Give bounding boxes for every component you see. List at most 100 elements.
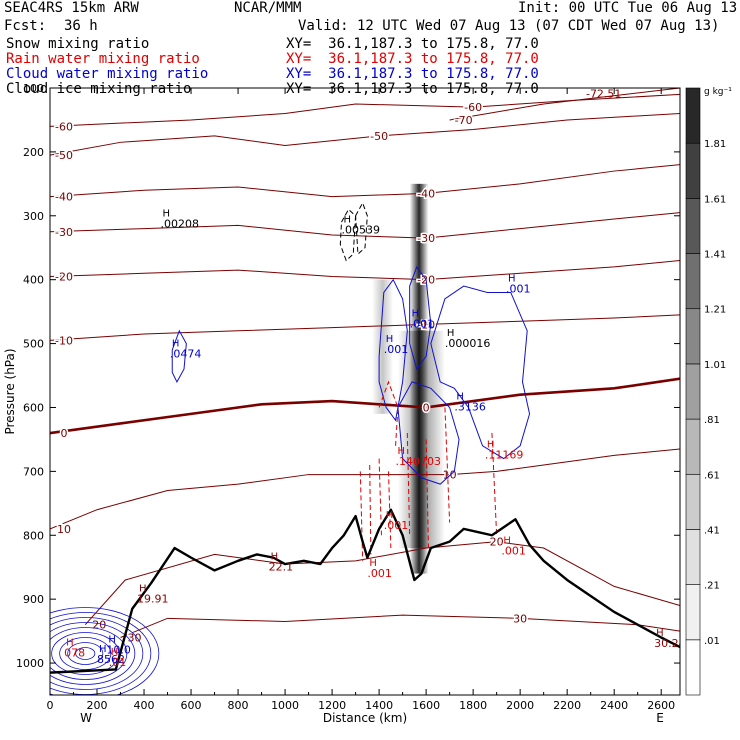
temperature-contour-label: -20 bbox=[55, 270, 73, 283]
rain-water-contour bbox=[378, 380, 399, 446]
high-marker: H bbox=[447, 328, 455, 339]
axes: 0 200 400 600 800 1000 1200 1400 1600 1800 2000 220… bbox=[3, 82, 681, 725]
field-value-label: .3136 bbox=[454, 401, 486, 414]
colorbar-tick-label: 1.81 bbox=[704, 139, 726, 150]
high-marker: H bbox=[108, 634, 116, 645]
cloud-water-contour bbox=[50, 612, 152, 695]
x-tick-label: 2200 bbox=[553, 699, 581, 712]
colorbar-tick-label: 1.61 bbox=[704, 194, 726, 205]
model-title: SEAC4RS 15km ARW bbox=[4, 0, 139, 16]
y-tick-label: 100 bbox=[23, 82, 44, 95]
cloud-water-contour bbox=[50, 627, 128, 680]
field-value-label: 10.0 bbox=[106, 643, 131, 656]
high-marker: H bbox=[456, 392, 464, 403]
x-tick-label: 2400 bbox=[600, 699, 628, 712]
colorbar-swatch bbox=[685, 418, 701, 475]
cloud-ice-contour bbox=[355, 201, 368, 256]
cloud-water-contour bbox=[171, 329, 187, 383]
colorbar-tick-label: .01 bbox=[704, 636, 720, 647]
colorbar-tick-label: 1.41 bbox=[704, 250, 726, 261]
field-value-label: .001 bbox=[506, 282, 531, 295]
field-value-label: .0474 bbox=[170, 348, 202, 361]
temperature-contour-m70 bbox=[449, 88, 680, 121]
colorbar-tick-label: 1.01 bbox=[704, 360, 726, 371]
high-marker: H bbox=[99, 644, 107, 655]
x-tick-label: 1400 bbox=[365, 699, 393, 712]
high-marker: H bbox=[162, 208, 170, 219]
temperature-contour-m40 bbox=[50, 164, 680, 198]
rain-water-contour bbox=[369, 464, 372, 555]
temperature-contour-label: -40 bbox=[417, 187, 435, 200]
temperature-contour-label: -30 bbox=[55, 226, 73, 239]
temperature-contour-label: -50 bbox=[55, 149, 73, 162]
field-value-label: .01 bbox=[109, 656, 127, 669]
high-marker: H bbox=[271, 551, 279, 562]
field-rain-name: Rain water mixing ratio bbox=[6, 51, 200, 67]
x-tick-label: 1000 bbox=[271, 699, 299, 712]
field-value-label: 8562 bbox=[97, 653, 125, 666]
colorbar-swatch bbox=[685, 142, 701, 199]
x-tick-label: 1800 bbox=[459, 699, 487, 712]
high-marker: H bbox=[386, 334, 394, 345]
temperature-contour-m30 bbox=[50, 212, 680, 239]
rain-water-contour bbox=[359, 471, 364, 561]
cloud-water-contour bbox=[67, 642, 104, 665]
high-marker: H bbox=[343, 215, 351, 226]
field-value-label: 22.1 bbox=[269, 560, 294, 573]
cloud-water-contour bbox=[409, 265, 432, 371]
temperature-contour-m50 bbox=[50, 113, 680, 156]
high-marker: H bbox=[508, 273, 516, 284]
colorbar-tick-label: .81 bbox=[704, 415, 720, 426]
y-tick-label: 700 bbox=[23, 465, 44, 478]
high-marker: H bbox=[398, 446, 406, 457]
temperature-contour-label: 0 bbox=[61, 427, 68, 440]
colorbar-swatch bbox=[685, 198, 701, 254]
temperature-contour-m20 bbox=[50, 260, 680, 281]
y-tick-label: 200 bbox=[23, 146, 44, 159]
cloud-water-contour bbox=[378, 278, 408, 422]
rain-water-contour bbox=[378, 458, 382, 536]
temperature-contour-label: -50 bbox=[370, 130, 388, 143]
high-marker: H bbox=[503, 535, 511, 546]
y-tick-label: 600 bbox=[23, 401, 44, 414]
field-snow-name: Snow mixing ratio bbox=[6, 36, 150, 52]
plot-area: -70-60-60-50-50-40 -40-30 -30-20 -20-10-100… bbox=[50, 88, 680, 695]
cloud-water-contour bbox=[59, 637, 112, 670]
temperature-contour-label: 0 bbox=[423, 401, 430, 414]
x-tick-label: 0 bbox=[47, 699, 54, 712]
colorbar-swatch bbox=[685, 87, 701, 144]
field-value-label: .001 bbox=[410, 318, 435, 331]
colorbar-tick-label: .61 bbox=[704, 470, 720, 481]
temperature-contour-20 bbox=[84, 541, 680, 626]
temperature-contour-label: 20 bbox=[490, 536, 504, 549]
field-value-label: .00208 bbox=[160, 217, 199, 230]
high-marker: H bbox=[656, 628, 664, 639]
temperature-contour-label: -30 bbox=[417, 232, 435, 245]
field-snow-xy: XY= 36.1,187.3 to 175.8, 77.0 bbox=[286, 36, 539, 52]
temperature-contour-30 bbox=[120, 614, 680, 638]
cloud-water-contour bbox=[50, 617, 144, 690]
forecast-label: Fcst: bbox=[4, 18, 47, 34]
x-axis-label: Distance (km) bbox=[323, 711, 407, 725]
field-value-label: .000016 bbox=[445, 337, 491, 350]
high-marker: H bbox=[386, 510, 394, 521]
east-label: E bbox=[656, 711, 664, 725]
temperature-contour-label: 10 bbox=[57, 523, 71, 536]
init-time: Init: 00 UTC Tue 06 Aug 13 bbox=[518, 0, 738, 16]
rain-water-contour bbox=[491, 433, 498, 536]
y-tick-label: 1000 bbox=[16, 657, 44, 670]
west-label: W bbox=[80, 711, 92, 725]
field-value-label: .140703 bbox=[396, 455, 442, 468]
x-tick-label: 2600 bbox=[647, 699, 675, 712]
field-value-label: 19.91 bbox=[137, 592, 169, 605]
high-marker: H bbox=[412, 309, 420, 320]
x-tick-label: 400 bbox=[134, 699, 155, 712]
field-rain-xy: XY= 36.1,187.3 to 175.8, 77.0 bbox=[286, 51, 539, 67]
field-value-label: .001 bbox=[384, 343, 409, 356]
valid-time: Valid: 12 UTC Wed 07 Aug 13 (07 CDT Wed … bbox=[298, 18, 720, 34]
colorbar-tick-label: .41 bbox=[704, 525, 720, 536]
temperature-contour-label: -60 bbox=[55, 120, 73, 133]
cloud-water-contour bbox=[75, 647, 96, 660]
colorbar-swatch bbox=[685, 529, 701, 585]
